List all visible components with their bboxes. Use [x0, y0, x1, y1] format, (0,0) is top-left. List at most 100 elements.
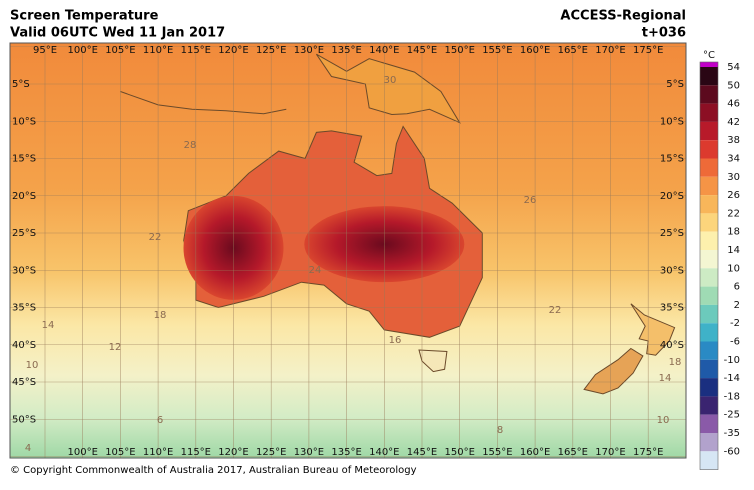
top-longitude-label: 115°E — [181, 45, 211, 56]
bottom-longitude-label: 155°E — [482, 447, 512, 458]
colorbar-swatch — [700, 121, 718, 141]
colorbar-label: -25 — [724, 410, 740, 421]
top-longitude-label: 110°E — [143, 45, 173, 56]
bottom-longitude-label: 160°E — [520, 447, 550, 458]
contour-label: 18 — [154, 310, 167, 321]
right-latitude-label: 20°S — [660, 191, 684, 202]
bottom-longitude-label: 135°E — [331, 447, 361, 458]
colorbar-swatch — [700, 158, 718, 177]
contour-label: 18 — [669, 357, 682, 368]
title: Screen Temperature — [10, 9, 159, 24]
contour-label: 30 — [384, 75, 397, 86]
colorbar-swatch — [700, 414, 718, 433]
bottom-longitude-label: 140°E — [369, 447, 399, 458]
right-latitude-label: 40°S — [660, 340, 684, 351]
left-latitude-label: 40°S — [12, 340, 36, 351]
colorbar-label: 22 — [727, 208, 740, 219]
colorbar-swatch — [700, 103, 718, 122]
bottom-longitude-label: 105°E — [105, 447, 135, 458]
bottom-longitude-label: 120°E — [218, 447, 248, 458]
right-latitude-label: 30°S — [660, 265, 684, 276]
top-longitude-label: 160°E — [520, 45, 550, 56]
colorbar-label: 50 — [727, 80, 740, 91]
top-longitude-label: 120°E — [218, 45, 248, 56]
valid-time: Valid 06UTC Wed 11 Jan 2017 — [10, 26, 225, 41]
colorbar-swatch — [700, 62, 718, 67]
contour-label: 28 — [184, 140, 197, 151]
contour-label: 4 — [25, 443, 31, 454]
contour-label: 24 — [309, 265, 322, 276]
colorbar-label: 30 — [727, 172, 740, 183]
colorbar-swatch — [700, 231, 718, 250]
contour-label: 16 — [389, 335, 402, 346]
left-latitude-label: 20°S — [12, 191, 36, 202]
lead-time: t+036 — [642, 26, 686, 41]
colorbar-swatch — [700, 286, 718, 305]
top-longitude-label: 125°E — [256, 45, 286, 56]
bottom-longitude-label: 125°E — [256, 447, 286, 458]
contour-label: 10 — [26, 360, 39, 371]
colorbar-label: 18 — [727, 227, 740, 238]
top-longitude-label: 175°E — [633, 45, 663, 56]
contour-label: 12 — [109, 342, 122, 353]
bottom-longitude-label: 130°E — [294, 447, 324, 458]
colorbar-label: 2 — [734, 300, 740, 311]
model-name: ACCESS-Regional — [560, 9, 686, 24]
top-longitude-label: 155°E — [482, 45, 512, 56]
right-latitude-label: 15°S — [660, 154, 684, 165]
bottom-longitude-label: 145°E — [407, 447, 437, 458]
top-longitude-label: 170°E — [595, 45, 625, 56]
top-longitude-label: 135°E — [331, 45, 361, 56]
bottom-longitude-label: 150°E — [444, 447, 474, 458]
top-longitude-label: 145°E — [407, 45, 437, 56]
right-latitude-label: 25°S — [660, 228, 684, 239]
top-longitude-label: 150°E — [444, 45, 474, 56]
top-longitude-label: 140°E — [369, 45, 399, 56]
colorbar-swatch — [700, 396, 718, 415]
colorbar-swatch — [700, 250, 718, 269]
colorbar-label: -2 — [730, 318, 740, 329]
top-longitude-label: 130°E — [294, 45, 324, 56]
colorbar-label: 10 — [727, 263, 740, 274]
colorbar-swatch — [700, 323, 718, 342]
colorbar-label: 6 — [734, 282, 740, 293]
bottom-longitude-label: 115°E — [181, 447, 211, 458]
left-latitude-label: 50°S — [12, 414, 36, 425]
colorbar-swatch — [700, 85, 718, 104]
indonesia-coast — [120, 91, 287, 115]
colorbar-swatch — [700, 195, 718, 214]
left-latitude-label: 15°S — [12, 154, 36, 165]
colorbar-label: 14 — [727, 245, 740, 256]
contour-label: 10 — [657, 415, 670, 426]
right-latitude-label: 10°S — [660, 116, 684, 127]
colorbar-swatch — [700, 176, 718, 196]
colorbar-label: 54 — [727, 62, 740, 73]
colorbar-label: -10 — [724, 355, 740, 366]
contour-label: 14 — [659, 373, 672, 384]
left-latitude-label: 45°S — [12, 377, 36, 388]
colorbar-swatch — [700, 378, 718, 397]
left-latitude-label: 35°S — [12, 303, 36, 314]
contour-label: 26 — [524, 195, 537, 206]
right-latitude-label: 5°S — [666, 79, 684, 90]
contour-label: 6 — [157, 415, 163, 426]
colorbar-swatch — [700, 451, 718, 470]
bottom-longitude-label: 175°E — [633, 447, 663, 458]
top-longitude-label: 95°E — [33, 45, 57, 56]
colorbar-label: -18 — [724, 391, 740, 402]
left-latitude-label: 10°S — [12, 116, 36, 127]
new-zealand-north — [630, 303, 676, 356]
top-longitude-label: 100°E — [67, 45, 97, 56]
copyright: © Copyright Commonwealth of Australia 20… — [10, 465, 417, 476]
colorbar-label: -35 — [724, 428, 740, 439]
bottom-longitude-label: 100°E — [67, 447, 97, 458]
colorbar-swatch — [700, 304, 718, 324]
left-latitude-label: 5°S — [12, 79, 30, 90]
colorbar-border — [699, 61, 719, 470]
colorbar-swatch — [700, 213, 718, 232]
contour-label: 8 — [497, 425, 503, 436]
left-latitude-label: 30°S — [12, 265, 36, 276]
colorbar-label: -14 — [724, 373, 740, 384]
